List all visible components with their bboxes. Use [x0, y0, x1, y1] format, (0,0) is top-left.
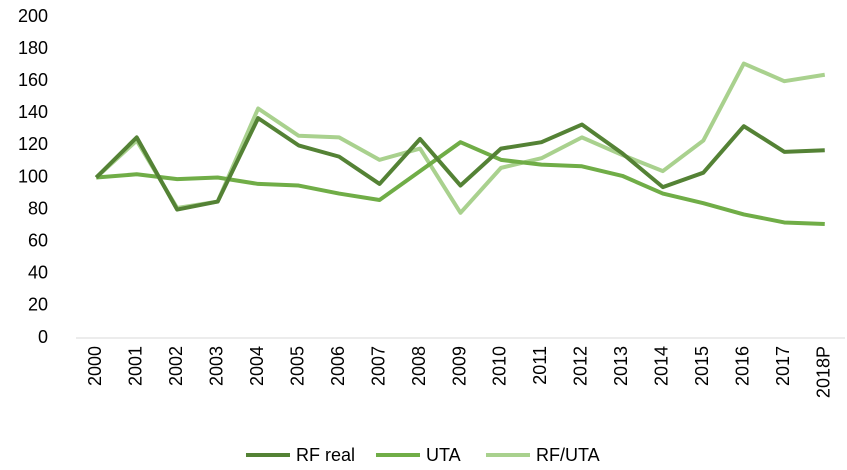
x-tick-label: 2005 — [287, 346, 307, 386]
y-tick-label: 100 — [18, 166, 48, 186]
line — [96, 140, 825, 227]
y-tick-label: 60 — [28, 230, 48, 250]
legend-label: RF real — [296, 445, 355, 465]
x-tick-label: 2013 — [611, 346, 631, 386]
x-tick-label: 2012 — [571, 346, 591, 386]
x-tick-label: 2010 — [490, 346, 510, 386]
x-tick-label: 2018P — [814, 346, 834, 398]
x-tick-label: 2014 — [652, 346, 672, 386]
y-tick-label: 140 — [18, 102, 48, 122]
x-tick-label: 2001 — [125, 346, 145, 386]
x-tick-label: 2000 — [85, 346, 105, 386]
x-tick-label: 2007 — [368, 346, 388, 386]
y-tick-label: 180 — [18, 38, 48, 58]
y-tick-label: 40 — [28, 263, 48, 283]
y-tick-label: 20 — [28, 295, 48, 315]
x-tick-label: 2016 — [733, 346, 753, 386]
x-tick-label: 2004 — [247, 346, 267, 386]
legend-label: UTA — [426, 445, 461, 465]
y-tick-label: 0 — [38, 327, 48, 347]
x-tick-label: 2006 — [328, 346, 348, 386]
y-tick-label: 80 — [28, 198, 48, 218]
legend-label: RF/UTA — [536, 445, 600, 465]
x-tick-label: 2003 — [206, 346, 226, 386]
line — [94, 61, 826, 215]
x-tick-label: 2011 — [530, 346, 550, 385]
line — [94, 116, 825, 212]
y-tick-label: 160 — [18, 70, 48, 90]
x-tick-label: 2008 — [409, 346, 429, 386]
x-tick-label: 2017 — [773, 346, 793, 386]
y-tick-label: 200 — [18, 6, 48, 26]
x-tick-label: 2002 — [166, 346, 186, 386]
x-tick-label: 2009 — [449, 346, 469, 386]
y-tick-label: 120 — [18, 134, 48, 154]
x-tick-label: 2015 — [692, 346, 712, 386]
